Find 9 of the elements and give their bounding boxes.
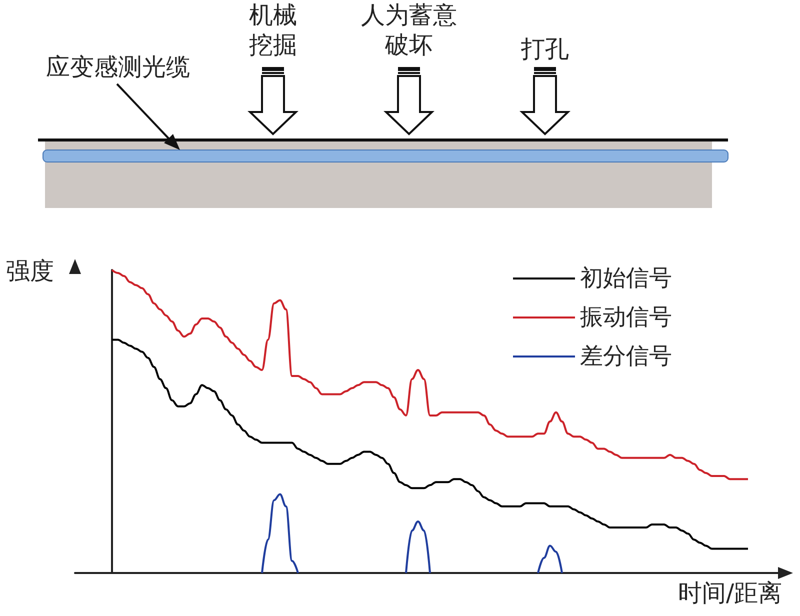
y-axis-title: 强度 [6,256,54,286]
text: 机械挖掘 [248,0,298,60]
legend-label: 初始信号 [580,266,672,292]
text: 人为蓄意破坏 [360,0,458,60]
legend-label: 差分信号 [580,344,672,370]
legend-label: 振动信号 [580,304,672,330]
text: 打孔 [520,34,570,64]
text: 应变感测光缆 [45,52,191,82]
x-axis-title: 时间/距离 [678,578,782,608]
